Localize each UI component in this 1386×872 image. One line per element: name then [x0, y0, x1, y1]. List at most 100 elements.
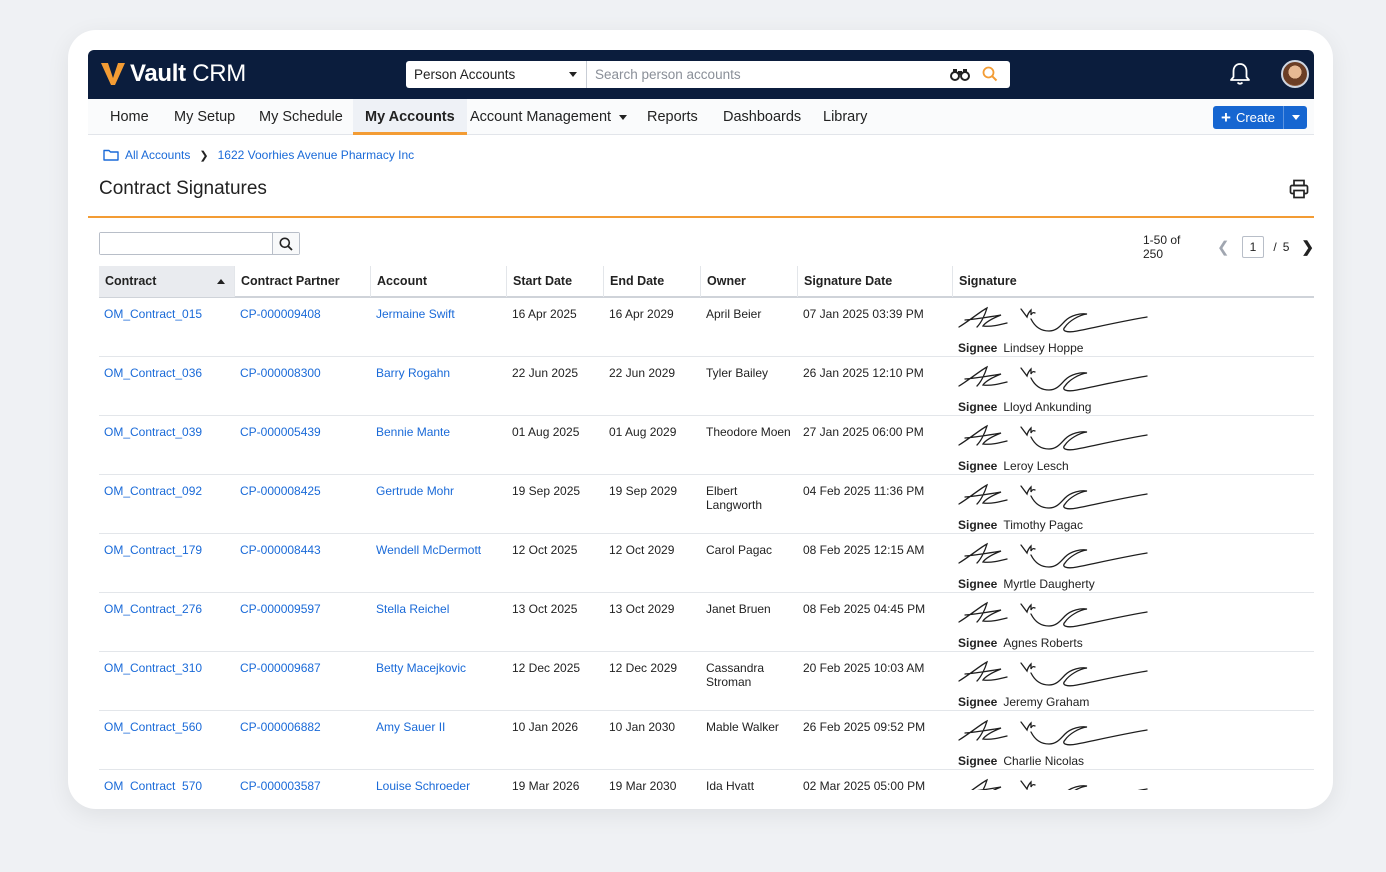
table-row[interactable]: OM_Contract_039 CP-000005439 Bennie Mante 0… — [99, 416, 1314, 475]
contract-signatures-table: Contract Contract Partner Account Start … — [99, 266, 1314, 790]
search-input[interactable] — [587, 61, 1010, 88]
contract-partner-link[interactable]: CP-000008443 — [240, 543, 321, 557]
nav-account-management[interactable]: Account Management — [470, 99, 628, 135]
start-date: 13 Oct 2025 — [512, 602, 578, 616]
account-link[interactable]: Louise Schroeder — [376, 779, 471, 790]
column-header-contract[interactable]: Contract — [99, 266, 235, 297]
account-link[interactable]: Wendell McDermott — [376, 543, 482, 557]
account-link[interactable]: Jermaine Swift — [376, 307, 455, 321]
nav-dashboards[interactable]: Dashboards — [723, 109, 802, 125]
account-link[interactable]: Bennie Mante — [376, 425, 451, 439]
account-link[interactable]: Betty Macejkovic — [376, 661, 467, 675]
contract-link[interactable]: OM_Contract_015 — [104, 307, 203, 321]
signee-name: Agnes Roberts — [1003, 636, 1083, 650]
vault-crm-logo[interactable]: Vault CRM — [100, 60, 246, 88]
search-icon — [279, 237, 293, 251]
nav-home[interactable]: Home — [110, 109, 149, 125]
breadcrumb-current-account[interactable]: 1622 Voorhies Avenue Pharmacy Inc — [217, 148, 415, 162]
signature-image — [957, 718, 1149, 753]
owner: Mable Walker — [706, 720, 779, 734]
account-link[interactable]: Amy Sauer II — [376, 720, 446, 734]
signature-date: 27 Jan 2025 06:00 PM — [803, 425, 924, 439]
contract-link[interactable]: OM_Contract_276 — [104, 602, 203, 616]
table-header: Contract Contract Partner Account Start … — [99, 266, 1314, 298]
signature-image — [957, 482, 1149, 517]
contract-link[interactable]: OM_Contract_560 — [104, 720, 203, 734]
chevron-down-icon — [569, 72, 577, 77]
account-link[interactable]: Stella Reichel — [376, 602, 450, 616]
contract-link[interactable]: OM_Contract_036 — [104, 366, 203, 380]
table-filter-input[interactable] — [100, 233, 273, 254]
account-link[interactable]: Gertrude Mohr — [376, 484, 455, 498]
contract-partner-link[interactable]: CP-000003587 — [240, 779, 321, 790]
owner: Theodore Moen — [706, 425, 791, 439]
contract-link[interactable]: OM_Contract_179 — [104, 543, 203, 557]
contract-link[interactable]: OM_Contract_570 — [104, 779, 203, 790]
nav-reports[interactable]: Reports — [647, 109, 698, 125]
table-row[interactable]: OM_Contract_015 CP-000009408 Jermaine Swif… — [99, 298, 1314, 357]
contract-link[interactable]: OM_Contract_039 — [104, 425, 203, 439]
printer-icon[interactable] — [1289, 179, 1309, 199]
table-row[interactable]: OM_Contract_092 CP-000008425 Gertrude Mohr… — [99, 475, 1314, 534]
nav-library[interactable]: Library — [823, 109, 868, 125]
start-date: 19 Mar 2026 — [512, 779, 580, 790]
start-date: 12 Dec 2025 — [512, 661, 581, 675]
search-scope-select[interactable]: Person Accounts — [406, 61, 587, 88]
end-date: 19 Mar 2030 — [609, 779, 677, 790]
user-avatar[interactable] — [1281, 60, 1309, 88]
signee: Signee Myrtle Daugherty — [958, 577, 1095, 591]
nav-my-accounts[interactable]: My Accounts — [353, 99, 467, 135]
signee-name: Lindsey Hoppe — [1003, 341, 1084, 355]
table-row[interactable]: OM_Contract_310 CP-000009687 Betty Macejko… — [99, 652, 1314, 711]
signee-name: Lloyd Ankunding — [1003, 400, 1092, 414]
contract-partner-link[interactable]: CP-000008300 — [240, 366, 321, 380]
owner: Carol Pagac — [706, 543, 773, 557]
filter-search-button[interactable] — [272, 233, 299, 254]
start-date: 16 Apr 2025 — [512, 307, 577, 321]
account-link[interactable]: Barry Rogahn — [376, 366, 451, 380]
table-row[interactable]: OM_Contract_179 CP-000008443 Wendell McDer… — [99, 534, 1314, 593]
signee-name: Myrtle Daugherty — [1003, 577, 1095, 591]
column-header-start-date[interactable]: Start Date — [507, 266, 604, 297]
contract-partner-link[interactable]: CP-000009408 — [240, 307, 321, 321]
page-number-input[interactable]: 1 — [1241, 236, 1265, 258]
brand-name: Vault CRM — [130, 60, 246, 87]
table-row[interactable]: OM_Contract_570 CP-000003587 Louise Schroe… — [99, 770, 1314, 790]
page-title: Contract Signatures — [99, 178, 267, 199]
chevron-right-icon[interactable]: ❯ — [1301, 239, 1314, 256]
create-button-label: Create — [1235, 110, 1275, 125]
table-row[interactable]: OM_Contract_036 CP-000008300 Barry Rogahn 2… — [99, 357, 1314, 416]
start-date: 10 Jan 2026 — [512, 720, 579, 734]
vault-crm-app: Vault CRM Person Accounts — [88, 50, 1314, 790]
table-row[interactable]: OM_Contract_276 CP-000009597 Stella Reiche… — [99, 593, 1314, 652]
chevron-left-icon[interactable]: ❮ — [1217, 239, 1230, 256]
contract-link[interactable]: OM_Contract_310 — [104, 661, 203, 675]
binoculars-icon[interactable] — [950, 67, 970, 81]
contract-partner-link[interactable]: CP-000009687 — [240, 661, 321, 675]
pagination-total-pages: 5 — [1282, 240, 1290, 254]
contract-partner-link[interactable]: CP-000009597 — [240, 602, 321, 616]
signature-date: 04 Feb 2025 11:36 PM — [803, 484, 925, 498]
column-header-signature-date[interactable]: Signature Date — [798, 266, 953, 297]
column-header-end-date[interactable]: End Date — [604, 266, 701, 297]
column-header-contract-partner[interactable]: Contract Partner — [235, 266, 371, 297]
table-row[interactable]: OM_Contract_560 CP-000006882 Amy Sauer II 1… — [99, 711, 1314, 770]
contract-link[interactable]: OM_Contract_092 — [104, 484, 203, 498]
column-header-signature[interactable]: Signature — [959, 274, 1017, 288]
bell-icon[interactable] — [1229, 62, 1251, 86]
chevron-down-icon — [619, 114, 628, 120]
search-icon[interactable] — [982, 66, 998, 82]
create-button[interactable]: + Create — [1213, 106, 1284, 129]
signee: Signee Leroy Lesch — [958, 459, 1069, 473]
nav-my-schedule[interactable]: My Schedule — [259, 109, 343, 125]
owner: Janet Bruen — [706, 602, 771, 616]
signee-name: Leroy Lesch — [1003, 459, 1069, 473]
contract-partner-link[interactable]: CP-000006882 — [240, 720, 321, 734]
column-header-owner[interactable]: Owner — [701, 266, 798, 297]
nav-my-setup[interactable]: My Setup — [174, 109, 236, 125]
create-dropdown-button[interactable] — [1284, 115, 1307, 120]
column-header-account[interactable]: Account — [371, 266, 507, 297]
breadcrumb-all-accounts[interactable]: All Accounts — [125, 148, 191, 162]
contract-partner-link[interactable]: CP-000005439 — [240, 425, 321, 439]
contract-partner-link[interactable]: CP-000008425 — [240, 484, 321, 498]
